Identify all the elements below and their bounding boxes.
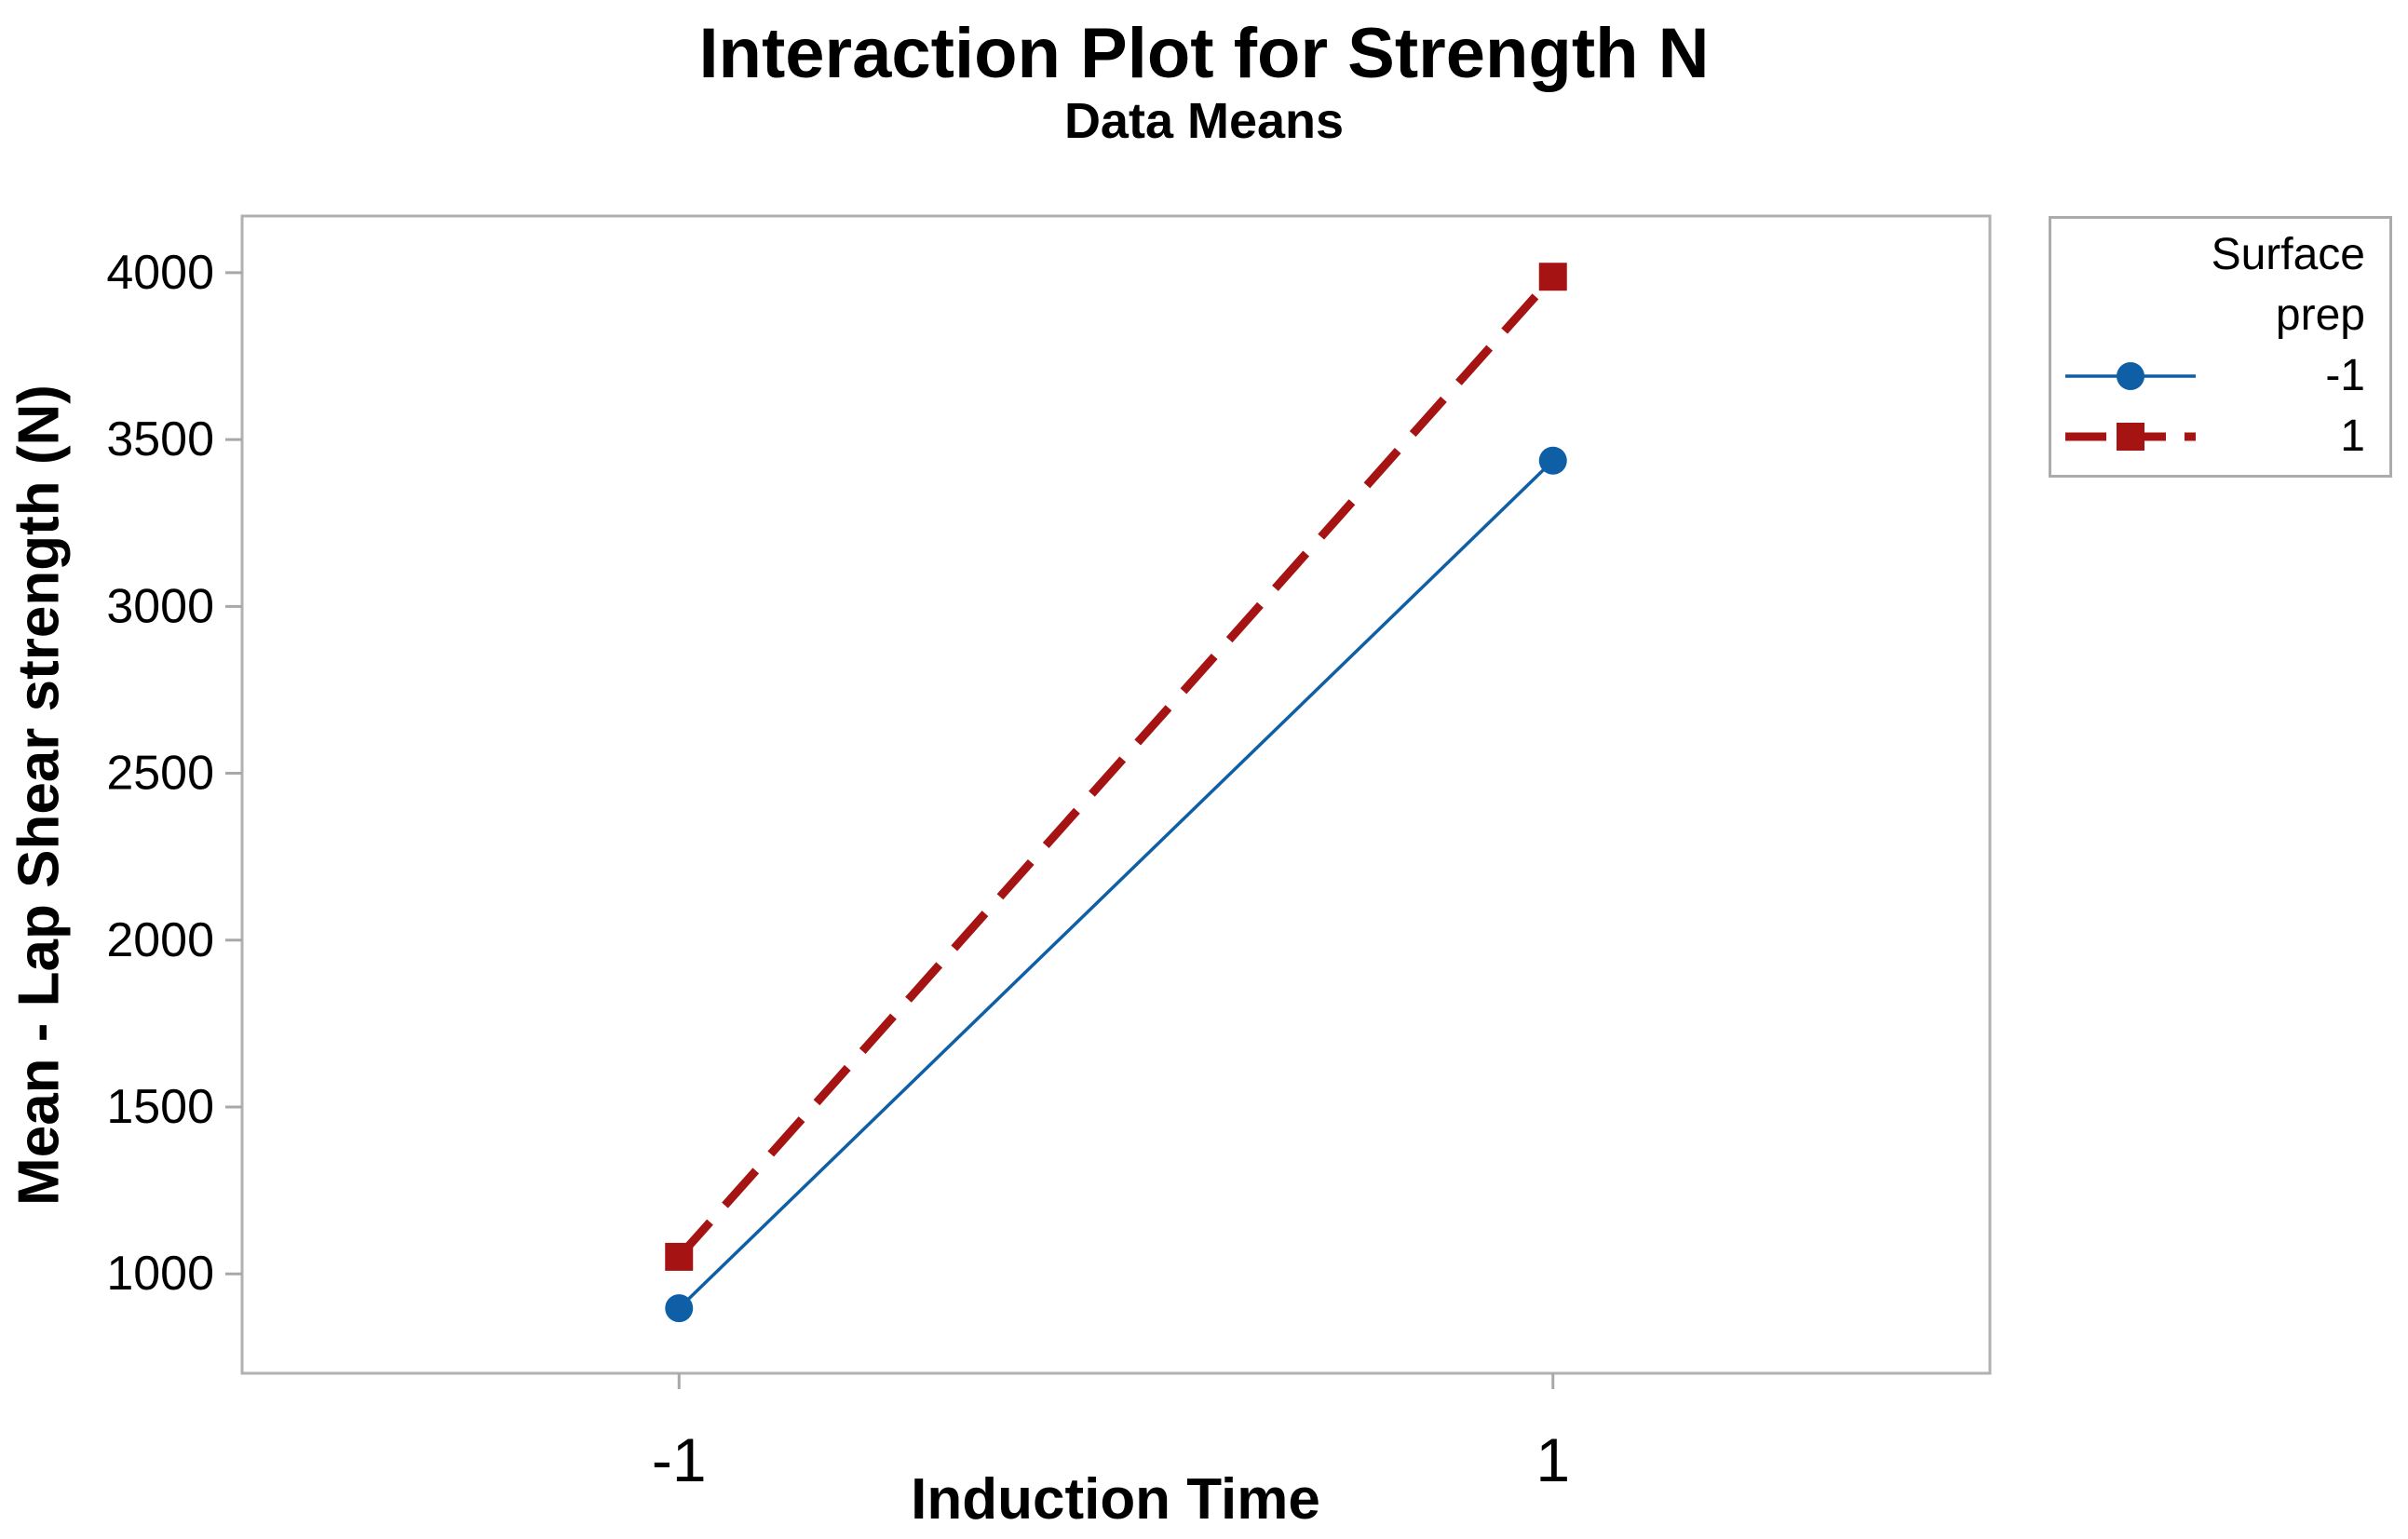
legend-title: Surface prep [2051,224,2389,345]
legend-entry-label: -1 [2325,351,2365,400]
legend-sample-marker [2117,422,2144,451]
y-tick-label: 2000 [106,913,214,967]
data-point-square-marker [665,1242,694,1271]
y-tick-label: 2500 [106,747,214,801]
legend-entries: -1 1 [2051,345,2389,466]
legend: Surface prep -1 1 [2049,216,2392,478]
data-point-circle-marker [665,1294,694,1323]
y-tick-label: 4000 [106,246,214,300]
circle-marker-icon [2065,361,2196,390]
x-axis-label: Induction Time [911,1467,1320,1532]
data-point-circle-marker [1538,446,1567,475]
y-axis-label: Mean - Lap Shear strength (N) [7,385,72,1206]
square-marker-icon [2065,422,2196,451]
x-tick-label: -1 [652,1425,707,1494]
chart-subtitle: Data Means [1063,93,1345,149]
x-tick-label: 1 [1535,1425,1570,1494]
legend-sample-marker [2117,361,2144,390]
legend-entry: 1 [2051,406,2389,466]
series-line--1 [678,459,1554,1310]
y-tick-label: 3500 [106,412,214,466]
legend-entry: -1 [2051,345,2389,406]
series-line-1 [675,274,1557,1260]
chart-title: Interaction Plot for Strength N [698,14,1710,93]
legend-title-line1: Surface [2211,230,2365,279]
data-point-square-marker [1538,263,1567,291]
y-tick-label: 3000 [106,579,214,633]
legend-title-line2: prep [2275,290,2365,340]
y-tick-label: 1500 [106,1080,214,1134]
plot-border [240,214,1992,1375]
y-tick-label: 1000 [106,1247,214,1301]
legend-entry-label: 1 [2340,412,2365,461]
